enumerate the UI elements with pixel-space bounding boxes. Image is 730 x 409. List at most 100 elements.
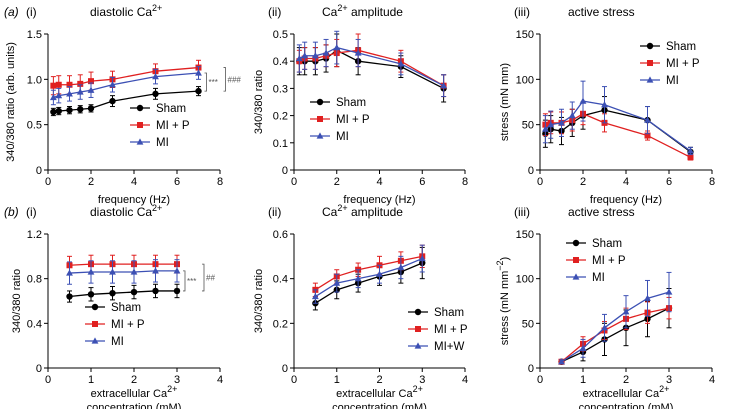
panel-title: Ca2+ amplitude bbox=[322, 3, 403, 19]
data-point bbox=[195, 87, 202, 95]
significance-mark: ### bbox=[228, 75, 242, 84]
bracket-inner bbox=[183, 270, 186, 292]
data-point bbox=[109, 289, 116, 297]
data-point bbox=[541, 125, 549, 132]
x-tick-label: 4 bbox=[376, 176, 382, 188]
y-tick-label: 0.5 bbox=[27, 120, 42, 132]
data-point bbox=[333, 279, 341, 286]
x-tick-label: 0 bbox=[291, 176, 297, 188]
legend-label: MI bbox=[156, 137, 169, 149]
y-tick-label: 150 bbox=[516, 229, 534, 241]
series bbox=[66, 259, 181, 285]
legend-marker bbox=[316, 98, 324, 106]
legend-marker bbox=[137, 122, 143, 128]
y-axis-label: 340/380 ratio bbox=[253, 70, 265, 134]
legend-label: Sham bbox=[111, 302, 141, 314]
significance-mark: *** bbox=[209, 78, 218, 87]
y-tick-label: 0.1 bbox=[273, 138, 288, 150]
data-point bbox=[152, 287, 159, 295]
data-point bbox=[579, 97, 587, 104]
y-axis-label: 340/380 ratio bbox=[11, 269, 23, 333]
series-line bbox=[69, 270, 177, 274]
y-tick-label: 50 bbox=[522, 120, 534, 132]
data-point bbox=[50, 82, 57, 89]
legend-label: Sham bbox=[666, 41, 696, 53]
x-tick-label: 6 bbox=[419, 176, 425, 188]
legend-marker bbox=[414, 308, 422, 316]
data-point bbox=[558, 358, 565, 365]
x-tick-label: 2 bbox=[376, 374, 382, 386]
data-point bbox=[55, 92, 63, 99]
data-point bbox=[173, 267, 181, 274]
legend-label: MI bbox=[592, 272, 605, 284]
y-tick-label: 0.5 bbox=[273, 29, 288, 41]
data-point bbox=[354, 275, 362, 282]
data-point bbox=[77, 80, 84, 87]
series-line bbox=[561, 307, 670, 363]
x-tick-label: 8 bbox=[709, 176, 715, 188]
legend-marker bbox=[92, 321, 98, 327]
data-point bbox=[66, 269, 73, 276]
legend: Sham MI + P MI bbox=[566, 238, 626, 284]
legend-label: MI+W bbox=[434, 341, 464, 353]
x-axis-label-line2: concentration (mM) bbox=[579, 402, 674, 409]
data-point bbox=[601, 101, 608, 108]
legend: Sham MI + P MI bbox=[640, 41, 700, 87]
legend-marker bbox=[414, 342, 422, 349]
y-tick-label: 0.4 bbox=[273, 56, 288, 68]
data-point bbox=[66, 293, 73, 300]
y-tick-label: 0.6 bbox=[273, 229, 288, 241]
significance-bracket: *** ## bbox=[183, 263, 215, 292]
data-point bbox=[644, 132, 651, 139]
panel-number: (iii) bbox=[514, 205, 530, 219]
data-point bbox=[87, 86, 95, 93]
x-axis-label: extracellular Ca2+ bbox=[336, 384, 423, 400]
x-tick-label: 6 bbox=[174, 176, 180, 188]
y-axis-label: 340/380 ratio bbox=[253, 269, 265, 333]
x-tick-label: 2 bbox=[580, 176, 586, 188]
legend-label: MI + P bbox=[156, 120, 190, 132]
series bbox=[296, 33, 447, 98]
legend-marker bbox=[572, 239, 580, 247]
legend-label: MI bbox=[336, 131, 349, 143]
y-tick-label: 0 bbox=[36, 363, 42, 375]
legend-marker bbox=[91, 303, 99, 311]
data-point bbox=[66, 106, 73, 114]
data-point bbox=[376, 270, 383, 277]
y-tick-label: 0.4 bbox=[27, 318, 42, 330]
panel-title: diastolic Ca2+ bbox=[90, 203, 162, 219]
bracket-inner bbox=[204, 72, 207, 92]
x-tick-label: 0 bbox=[537, 374, 543, 386]
panel-number: (i) bbox=[26, 205, 37, 219]
data-point bbox=[49, 93, 57, 101]
data-point bbox=[568, 112, 576, 119]
legend: Sham MI + P MI+W bbox=[408, 307, 468, 353]
y-tick-label: 0.2 bbox=[273, 111, 288, 123]
significance-bracket: *** ### bbox=[204, 67, 242, 92]
series-line bbox=[561, 307, 670, 363]
y-tick-label: 0.2 bbox=[273, 318, 288, 330]
legend-marker bbox=[646, 76, 654, 83]
data-point bbox=[109, 81, 116, 88]
data-point bbox=[77, 106, 84, 113]
x-tick-label: 0 bbox=[45, 176, 51, 188]
x-tick-label: 8 bbox=[462, 176, 468, 188]
panel-title: active stress bbox=[568, 205, 635, 219]
y-tick-label: 150 bbox=[516, 29, 534, 41]
legend: Sham MI + P MI bbox=[310, 97, 370, 143]
x-tick-label: 3 bbox=[174, 374, 180, 386]
legend-marker bbox=[316, 132, 324, 139]
chart-panel: (ii) Ca2+ amplitude 0 0.1 0.2 0.3 0.4 0.5 0 2 4 6 8 f… bbox=[253, 3, 468, 206]
x-tick-label: 4 bbox=[217, 374, 223, 386]
y-tick-label: 1.2 bbox=[27, 229, 42, 241]
y-tick-label: 0 bbox=[528, 363, 534, 375]
data-point bbox=[87, 268, 95, 275]
panel-title: active stress bbox=[568, 5, 635, 19]
x-tick-label: 2 bbox=[334, 176, 340, 188]
series bbox=[558, 271, 673, 365]
x-tick-label: 1 bbox=[334, 374, 340, 386]
x-tick-label: 8 bbox=[217, 176, 223, 188]
series bbox=[295, 30, 448, 98]
y-axis-label: 340/380 ratio (arb. units) bbox=[5, 42, 17, 162]
